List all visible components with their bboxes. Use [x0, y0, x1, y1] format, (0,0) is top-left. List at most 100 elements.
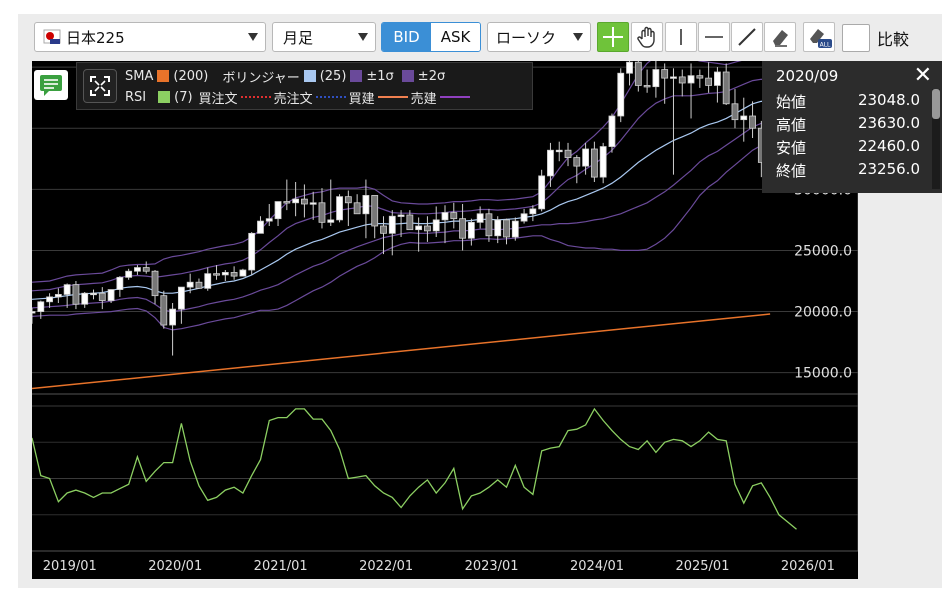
candle — [81, 292, 89, 305]
info-label: 終値 — [776, 162, 807, 180]
candle — [32, 311, 36, 314]
horizontal-line-tool-button[interactable] — [698, 22, 730, 52]
sigma2-swatch — [401, 70, 414, 82]
x-tick-label: 2024/01 — [570, 559, 624, 574]
bollinger-lower-band — [32, 143, 771, 331]
chevron-down-icon — [248, 33, 258, 41]
candle — [186, 281, 194, 288]
candle — [555, 149, 563, 153]
close-icon[interactable]: ✕ — [913, 63, 932, 88]
info-row-close: 終値 23256.0 — [776, 160, 932, 182]
sma-param: (200) — [173, 68, 209, 84]
legend-toggle-button[interactable] — [83, 69, 117, 103]
legend-row-rsi: RSI (7) 買注文 売注文 買建 売建 — [125, 88, 473, 107]
chevron-down-icon — [358, 33, 368, 41]
info-label: 始値 — [776, 93, 807, 111]
candle — [520, 213, 528, 222]
bid-ask-toggle[interactable]: BID ASK — [381, 22, 481, 52]
candle — [406, 214, 414, 231]
info-label: 高値 — [776, 116, 807, 134]
timeframe-select[interactable]: 月足 — [272, 22, 376, 52]
expand-icon — [90, 76, 110, 96]
price-tick-label: 25000.0 — [794, 243, 852, 259]
candle — [169, 308, 176, 326]
candle — [265, 218, 273, 222]
legend-row-sma: SMA (200) ボリンジャー (25) ±1σ ±2σ — [125, 67, 446, 86]
japan-flag-icon — [43, 28, 61, 46]
ask-button[interactable]: ASK — [431, 23, 480, 51]
ohlc-info-panel: 2020/09 ✕ 始値 23048.0 高値 23630.0 安値 22460.0 … — [762, 61, 942, 193]
diagonal-line-icon — [738, 28, 756, 46]
candle — [221, 272, 229, 276]
candle — [564, 149, 572, 158]
candle — [494, 219, 502, 237]
candle — [125, 270, 133, 278]
candle — [213, 273, 220, 276]
sell-pos-label: 売建 — [410, 91, 437, 107]
symbol-select[interactable]: 日本225 — [34, 22, 266, 52]
x-tick-label: 2023/01 — [465, 559, 519, 574]
candle — [46, 296, 53, 303]
sigma2-label: ±2σ — [417, 68, 446, 84]
candle — [696, 75, 704, 79]
bollinger-upper-band — [32, 78, 771, 292]
buy-order-label: 買注文 — [198, 91, 238, 107]
vertical-line-tool-button[interactable] — [665, 22, 697, 52]
sell-pos-line — [439, 96, 470, 98]
comment-button[interactable] — [34, 70, 68, 100]
bid-button[interactable]: BID — [382, 23, 431, 51]
x-tick-label: 2021/01 — [254, 559, 308, 574]
pan-tool-button[interactable] — [631, 22, 663, 52]
candle — [599, 146, 607, 178]
candle — [116, 276, 124, 290]
sma-swatch — [157, 70, 170, 82]
candle — [397, 214, 405, 217]
candle — [72, 284, 80, 305]
candle — [54, 294, 62, 298]
compare-checkbox[interactable] — [842, 24, 870, 52]
candle — [63, 284, 71, 295]
price-tick-label: 15000.0 — [794, 366, 852, 382]
candle — [371, 195, 379, 227]
info-value: 22460.0 — [857, 137, 920, 155]
sell-order-label: 売注文 — [273, 91, 313, 107]
candle — [617, 72, 625, 117]
candle — [503, 219, 510, 238]
x-tick-label: 2026/01 — [781, 559, 835, 574]
candle — [151, 270, 159, 297]
candle — [652, 69, 660, 88]
info-value: 23256.0 — [857, 160, 920, 178]
candle — [292, 198, 300, 204]
candle — [450, 212, 458, 220]
x-tick-label: 2020/01 — [148, 559, 202, 574]
candle — [380, 225, 387, 234]
candle — [749, 115, 756, 129]
candle — [318, 202, 326, 223]
candle — [388, 215, 396, 234]
candle — [195, 281, 203, 289]
candle — [590, 148, 598, 178]
hand-icon — [637, 26, 655, 48]
buy-pos-label: 買建 — [348, 91, 375, 107]
candle — [661, 69, 669, 79]
crosshair-tool-button[interactable] — [597, 22, 629, 52]
candle — [441, 212, 449, 221]
info-scrollbar[interactable] — [932, 89, 940, 189]
x-tick-label: 2022/01 — [359, 559, 413, 574]
candle — [485, 213, 493, 237]
candle — [239, 269, 247, 277]
erase-all-button[interactable]: ALL — [803, 22, 835, 52]
candle — [177, 286, 185, 310]
chart-type-select[interactable]: ローソク — [487, 22, 591, 52]
candle — [643, 85, 651, 88]
candle — [538, 175, 546, 210]
candle — [476, 213, 484, 223]
candle — [626, 61, 633, 74]
symbol-label: 日本225 — [66, 28, 125, 47]
candle — [107, 289, 115, 301]
trendline-tool-button[interactable] — [731, 22, 763, 52]
candle — [731, 103, 739, 121]
candle — [37, 301, 45, 312]
eraser-tool-button[interactable] — [764, 22, 796, 52]
